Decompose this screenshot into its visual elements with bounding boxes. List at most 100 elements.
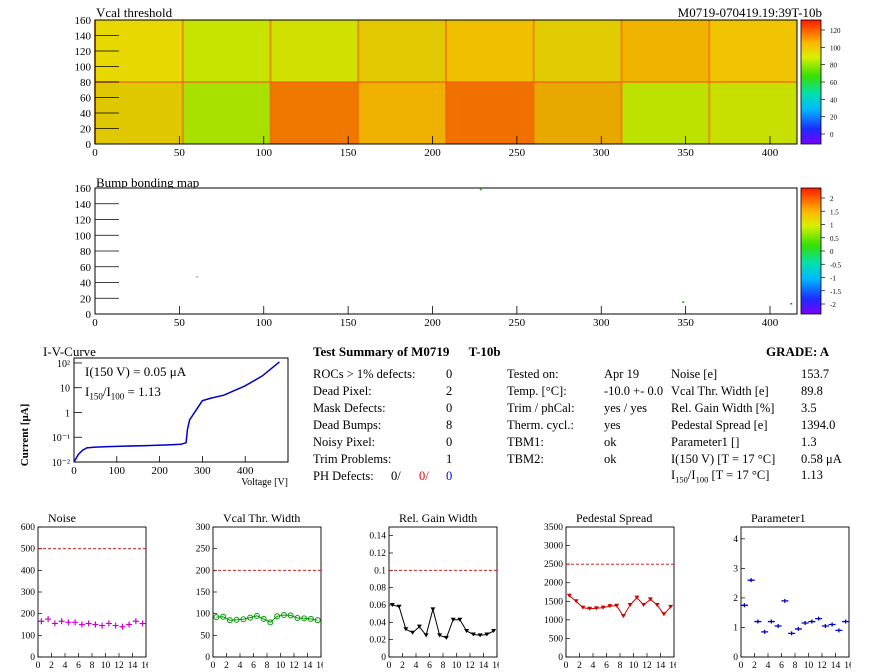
iv-ratio-i: I: [85, 384, 90, 399]
palette-tick-label: 80: [830, 62, 838, 70]
table-row: Noise [e] 153.7: [671, 366, 842, 383]
x-tick-label: 6: [251, 661, 256, 671]
x-tick-label: 6: [427, 661, 432, 671]
row-value: 0: [446, 435, 453, 449]
data-point: [470, 632, 476, 637]
roc-block-core: [722, 91, 784, 135]
data-point: [72, 619, 79, 626]
data-point: [593, 606, 599, 611]
y-tick-label: 160: [75, 183, 92, 195]
table-row: Rel. Gain Width [%] 3.5: [671, 400, 842, 417]
row-label: ROCs > 1% defects:: [313, 367, 416, 381]
plot-frame: [388, 526, 498, 658]
data-point: [287, 612, 294, 619]
chart-title: Parameter1: [751, 511, 806, 525]
x-tick-label: 0: [387, 661, 392, 671]
x-tick-label: 400: [762, 317, 779, 329]
palette-tick-label: 20: [830, 114, 838, 122]
row-label: Dead Pixel:: [313, 384, 372, 398]
x-tick-label: 12: [114, 661, 124, 671]
palette-tick-label: 0.5: [830, 235, 839, 243]
y-tick-label: 20: [80, 293, 92, 305]
iv-y-tick-label: 10²: [57, 359, 70, 370]
row-label: Noise [e]: [671, 367, 718, 381]
data-point: [828, 622, 836, 627]
x-tick-label: 10: [629, 661, 639, 671]
row-label: I(150 V) [T = 17 °C]: [671, 452, 776, 466]
bump-point: [790, 302, 793, 305]
palette-tick-label: -2: [830, 301, 836, 309]
row-label: Trim Problems:: [313, 452, 392, 466]
data-point: [132, 618, 139, 625]
ratio-value: 1.13: [801, 468, 823, 482]
ph-value-blue: 0: [446, 469, 453, 483]
x-tick-label: 400: [762, 147, 779, 159]
data-point: [307, 615, 314, 622]
data-point: [58, 618, 65, 625]
x-tick-label: 4: [766, 661, 771, 671]
data-point: [119, 623, 126, 630]
data-point: [600, 605, 606, 610]
roc-block-core: [634, 29, 697, 73]
iv-y-tick-label: 10⁻¹: [52, 433, 70, 444]
x-tick-label: 8: [618, 661, 623, 671]
data-point: [78, 621, 85, 628]
y-tick-label: 140: [75, 199, 92, 211]
data-point: [65, 619, 72, 626]
roc-block-core: [371, 29, 433, 73]
row-label: Temp. [°C]:: [507, 384, 567, 398]
data-point: [294, 615, 301, 621]
roc-block-core: [546, 29, 609, 73]
x-tick-label: 4: [63, 661, 68, 671]
data-point: [761, 629, 769, 634]
data-point: [491, 629, 497, 633]
small-chart-vcal-thr-width: Vcal Thr. Width0246810121416050100150200…: [196, 511, 323, 671]
roc-block-core: [283, 29, 346, 73]
x-tick-label: 12: [465, 661, 475, 671]
x-tick-label: 0: [739, 661, 744, 671]
roc-block-core: [634, 91, 697, 135]
iv-y-tick-label: 1: [65, 408, 70, 419]
plot-frame: [212, 526, 322, 658]
chart-title: Rel. Gain Width: [399, 511, 477, 525]
data-point: [105, 620, 112, 627]
y-tick-label: 4: [733, 535, 738, 545]
data-point: [85, 620, 92, 627]
map2-points: [196, 188, 793, 305]
map1-title: Vcal threshold: [96, 5, 173, 20]
y-tick-label: 50: [201, 631, 211, 641]
data-point: [220, 613, 227, 620]
y-tick-label: 1500: [544, 597, 563, 607]
palette-tick-label: -1: [830, 275, 836, 283]
y-tick-label: 120: [75, 46, 92, 58]
row-value: 1.3: [801, 435, 817, 449]
x-tick-label: 14: [303, 661, 313, 671]
data-point: [668, 604, 674, 609]
x-tick-label: 6: [76, 661, 81, 671]
data-point: [627, 603, 633, 607]
table-row: TBM1: ok: [507, 434, 663, 451]
iv-title: I-V-Curve: [43, 344, 96, 359]
chart-title: Vcal Thr. Width: [223, 511, 300, 525]
ratio-row: I150/I100 [T = 17 °C]: [671, 468, 769, 485]
table-row: ROCs > 1% defects: 0: [313, 366, 452, 383]
x-tick-label: 50: [174, 147, 186, 159]
y-tick-label: 0.02: [369, 636, 386, 646]
data-point: [416, 624, 422, 629]
y-tick-label: 3500: [544, 523, 563, 533]
data-point: [641, 603, 647, 607]
x-tick-label: 12: [289, 661, 299, 671]
data-point: [821, 623, 829, 628]
table-row: Temp. [°C]: -10.0 +- 0.0: [507, 383, 663, 400]
x-tick-label: 100: [256, 317, 273, 329]
roc-block-core: [283, 91, 346, 135]
data-point: [92, 621, 99, 628]
x-tick-label: 150: [340, 317, 357, 329]
y-tick-label: 0.1: [374, 566, 386, 576]
x-tick-label: 250: [509, 317, 526, 329]
x-tick-label: 12: [817, 661, 827, 671]
table-row: Dead Bumps: 8: [313, 417, 452, 434]
y-tick-label: 0: [30, 653, 35, 663]
iv-y-tick-label: 10: [60, 384, 70, 395]
data-point: [253, 612, 260, 619]
